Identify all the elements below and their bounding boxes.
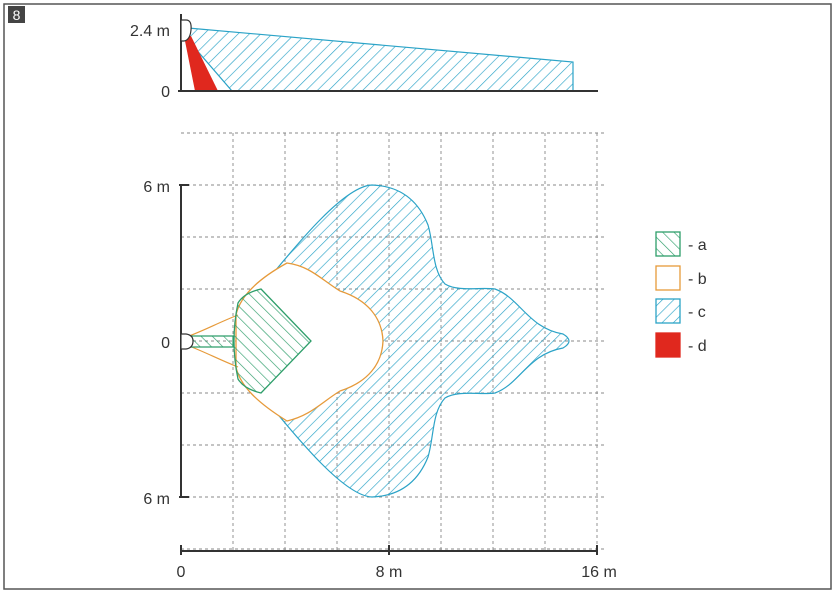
figure-number: 8 <box>13 7 21 23</box>
legend-item-c: - c <box>655 298 706 324</box>
legend-label-a: - a <box>688 237 707 254</box>
legend-label-b: - b <box>688 271 707 288</box>
top-zone-c <box>261 184 570 498</box>
figure-frame <box>3 3 832 590</box>
y-label-6m-bottom: 6 m <box>143 491 170 508</box>
top-zone-a-stem <box>189 335 234 348</box>
top-zone-a <box>233 288 312 394</box>
legend-label-c: - c <box>688 304 706 321</box>
legend-label-d: - d <box>688 338 707 355</box>
detector-top-icon <box>180 333 194 350</box>
x-label-16m: 16 m <box>581 564 617 581</box>
x-label-0: 0 <box>177 564 186 581</box>
legend-item-b: - b <box>655 265 707 291</box>
legend-swatch-c <box>655 298 681 324</box>
zone-b-upper-wing <box>188 314 239 337</box>
detector-side-icon <box>180 19 192 42</box>
side-zone-c <box>187 27 574 92</box>
y-label-0: 0 <box>161 335 170 352</box>
legend-swatch-a <box>655 231 681 257</box>
legend: - a - b - c - d <box>655 231 707 358</box>
legend-item-d: - d <box>655 332 707 358</box>
zone-b-lower-wing <box>188 345 239 368</box>
side-view: 2.4 m 0 <box>130 14 598 101</box>
figure-number-badge: 8 <box>8 6 25 23</box>
side-zone-d <box>184 36 218 91</box>
top-view: 6 m 0 6 m 0 8 m 16 m <box>143 132 617 581</box>
y-label-6m-top: 6 m <box>143 179 170 196</box>
legend-swatch-d <box>655 332 681 358</box>
x-label-8m: 8 m <box>376 564 403 581</box>
legend-swatch-b <box>655 265 681 291</box>
side-zero-label: 0 <box>161 84 170 101</box>
side-height-label: 2.4 m <box>130 23 170 40</box>
legend-item-a: - a <box>655 231 707 257</box>
